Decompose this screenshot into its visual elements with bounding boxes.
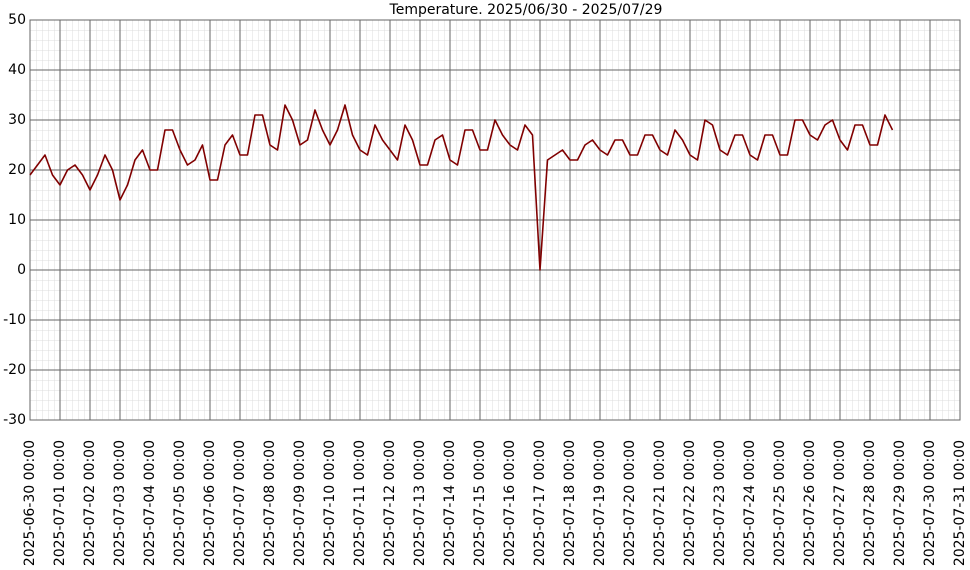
x-tick-label: 2025-07-07 00:00 <box>232 440 248 566</box>
x-tick-label: 2025-07-08 00:00 <box>262 440 278 566</box>
x-tick-label: 2025-07-22 00:00 <box>682 440 698 566</box>
x-tick-label: 2025-07-19 00:00 <box>592 440 608 566</box>
x-tick-label: 2025-07-26 00:00 <box>802 440 818 566</box>
x-tick-label: 2025-07-31 00:00 <box>952 440 968 566</box>
plot-frame <box>29 19 961 421</box>
x-tick-label: 2025-07-01 00:00 <box>52 440 68 566</box>
x-tick-label: 2025-07-18 00:00 <box>562 440 578 566</box>
x-tick-label: 2025-07-28 00:00 <box>862 440 878 566</box>
y-tick-label: -10 <box>3 312 26 328</box>
x-tick-label: 2025-07-29 00:00 <box>892 440 908 566</box>
x-tick-label: 2025-07-11 00:00 <box>352 440 368 566</box>
x-tick-label: 2025-07-10 00:00 <box>322 440 338 566</box>
x-tick-label: 2025-07-21 00:00 <box>652 440 668 566</box>
y-tick-label: 30 <box>8 112 26 128</box>
x-tick-label: 2025-07-14 00:00 <box>442 440 458 566</box>
x-tick-label: 2025-06-30 00:00 <box>22 440 38 566</box>
x-tick-label: 2025-07-23 00:00 <box>712 440 728 566</box>
y-tick-label: -20 <box>3 362 26 378</box>
x-tick-label: 2025-07-02 00:00 <box>82 440 98 566</box>
x-tick-label: 2025-07-05 00:00 <box>172 440 188 566</box>
chart-title: Temperature. 2025/06/30 - 2025/07/29 <box>389 2 663 18</box>
x-tick-label: 2025-07-03 00:00 <box>112 440 128 566</box>
x-tick-label: 2025-07-15 00:00 <box>472 440 488 566</box>
y-tick-label: 40 <box>8 62 26 78</box>
x-tick-label: 2025-07-06 00:00 <box>202 440 218 566</box>
x-tick-label: 2025-07-27 00:00 <box>832 440 848 566</box>
x-tick-label: 2025-07-20 00:00 <box>622 440 638 566</box>
y-tick-label: 20 <box>8 162 26 178</box>
x-tick-label: 2025-07-17 00:00 <box>532 440 548 566</box>
x-tick-label: 2025-07-09 00:00 <box>292 440 308 566</box>
x-tick-label: 2025-07-30 00:00 <box>922 440 938 566</box>
y-tick-label: 10 <box>8 212 26 228</box>
x-tick-label: 2025-07-25 00:00 <box>772 440 788 566</box>
data-line <box>29 104 894 271</box>
x-tick-label: 2025-07-16 00:00 <box>502 440 518 566</box>
x-tick-label: 2025-07-24 00:00 <box>742 440 758 566</box>
y-tick-label: 0 <box>17 262 26 278</box>
x-tick-label: 2025-07-12 00:00 <box>382 440 398 566</box>
y-tick-label: 50 <box>8 12 26 28</box>
x-tick-label: 2025-07-13 00:00 <box>412 440 428 566</box>
y-tick-label: -30 <box>3 412 26 428</box>
x-tick-label: 2025-07-04 00:00 <box>142 440 158 566</box>
